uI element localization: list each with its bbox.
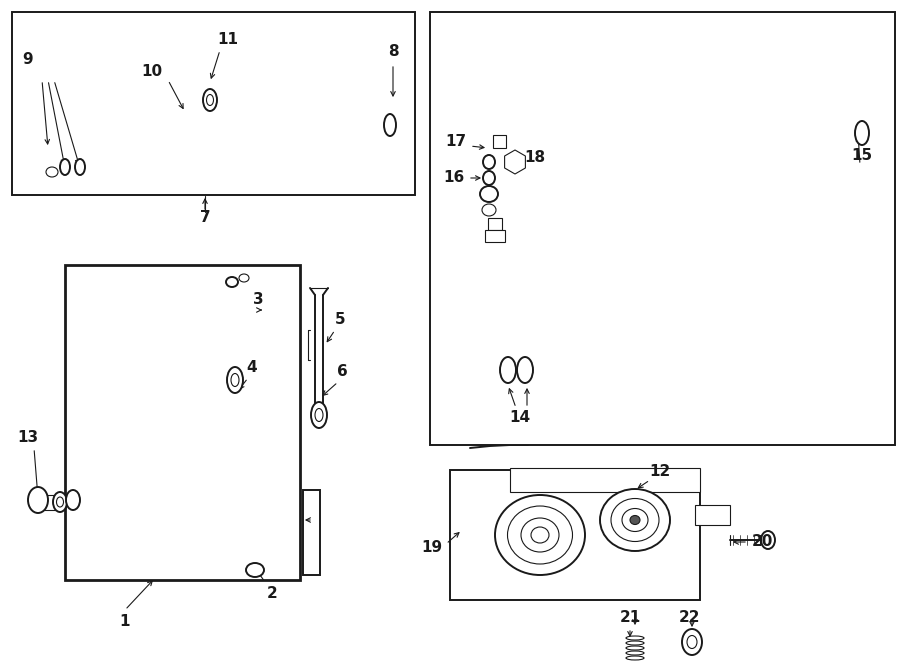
Ellipse shape	[626, 636, 644, 640]
Bar	[695, 505, 730, 525]
Ellipse shape	[231, 373, 239, 387]
Ellipse shape	[521, 518, 559, 552]
Text: 4: 4	[247, 361, 257, 375]
Ellipse shape	[611, 498, 659, 542]
Ellipse shape	[226, 277, 238, 287]
Ellipse shape	[28, 487, 48, 513]
Ellipse shape	[517, 357, 533, 383]
Text: 5: 5	[335, 312, 346, 328]
Ellipse shape	[483, 155, 495, 169]
Ellipse shape	[630, 516, 640, 524]
Text: 17: 17	[446, 134, 466, 150]
Text: 7: 7	[200, 211, 211, 226]
Bar	[510, 468, 700, 492]
Bar	[65, 265, 300, 580]
Bar	[493, 135, 506, 148]
Text: 6: 6	[337, 365, 347, 379]
Ellipse shape	[508, 506, 572, 564]
Ellipse shape	[246, 563, 264, 577]
Ellipse shape	[687, 636, 697, 649]
Text: 11: 11	[218, 32, 238, 48]
Bar	[485, 230, 505, 242]
Ellipse shape	[384, 114, 396, 136]
Bar	[303, 490, 320, 575]
Text: 18: 18	[525, 150, 545, 166]
Ellipse shape	[66, 490, 80, 510]
Ellipse shape	[626, 656, 644, 660]
Bar	[12, 12, 415, 195]
Ellipse shape	[60, 159, 70, 175]
Text: 8: 8	[388, 44, 399, 60]
Ellipse shape	[626, 641, 644, 645]
Ellipse shape	[500, 357, 516, 383]
Ellipse shape	[495, 495, 585, 575]
Text: 21: 21	[619, 610, 641, 626]
Text: 13: 13	[17, 430, 39, 446]
Bar	[430, 12, 895, 445]
Ellipse shape	[227, 367, 243, 393]
Ellipse shape	[311, 402, 327, 428]
Text: 3: 3	[253, 293, 264, 308]
Text: 14: 14	[509, 410, 531, 426]
Ellipse shape	[203, 89, 217, 111]
Text: 16: 16	[444, 171, 464, 185]
Text: 19: 19	[421, 540, 443, 555]
Text: 12: 12	[650, 465, 670, 479]
Ellipse shape	[600, 489, 670, 551]
Ellipse shape	[626, 646, 644, 650]
Ellipse shape	[761, 531, 775, 549]
Text: 15: 15	[851, 148, 873, 162]
Ellipse shape	[315, 408, 323, 422]
Ellipse shape	[57, 497, 64, 507]
Text: 2: 2	[266, 585, 277, 600]
Ellipse shape	[239, 274, 249, 282]
Ellipse shape	[682, 629, 702, 655]
Ellipse shape	[206, 95, 213, 105]
Ellipse shape	[622, 508, 648, 532]
Ellipse shape	[855, 121, 869, 145]
Text: 20: 20	[752, 534, 773, 549]
Ellipse shape	[53, 492, 67, 512]
Ellipse shape	[531, 527, 549, 543]
Ellipse shape	[75, 159, 85, 175]
Text: 1: 1	[120, 614, 130, 630]
Ellipse shape	[482, 204, 496, 216]
Ellipse shape	[46, 167, 58, 177]
Text: 10: 10	[141, 64, 163, 79]
Text: 9: 9	[22, 52, 33, 68]
Bar	[450, 470, 700, 600]
Ellipse shape	[626, 651, 644, 655]
Text: 22: 22	[680, 610, 701, 626]
Ellipse shape	[480, 186, 498, 202]
Ellipse shape	[483, 171, 495, 185]
Bar	[488, 218, 502, 230]
